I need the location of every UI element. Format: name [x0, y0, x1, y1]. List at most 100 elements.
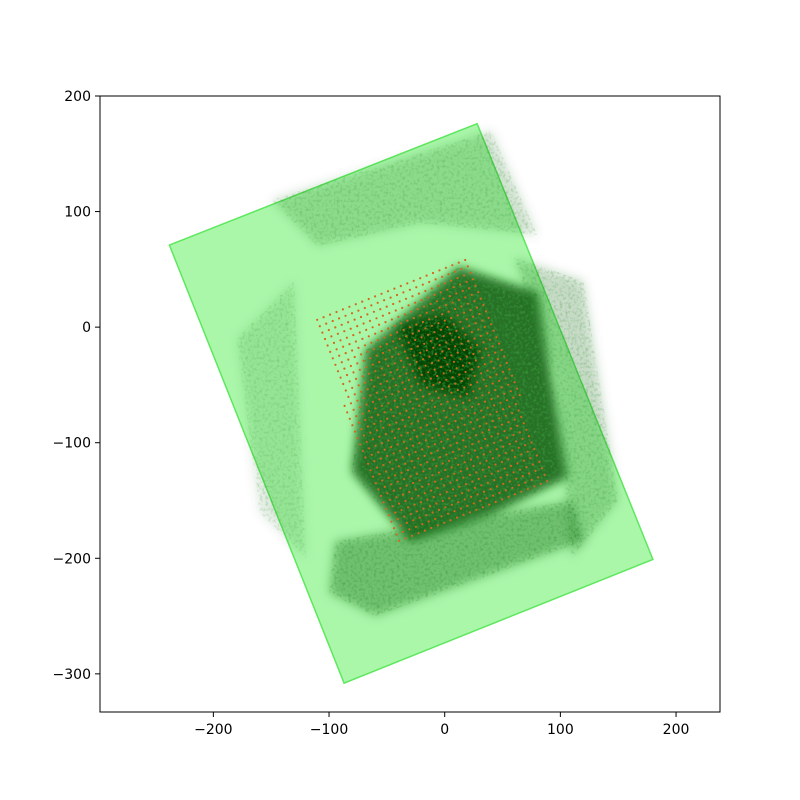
sample-point	[522, 459, 526, 462]
sample-point	[409, 400, 412, 403]
sample-point	[455, 441, 458, 444]
sample-point	[501, 370, 505, 373]
sample-point	[472, 502, 475, 505]
sample-point	[447, 347, 450, 350]
sample-point	[433, 293, 436, 296]
sample-point	[453, 270, 456, 273]
sample-point	[396, 368, 399, 371]
sample-point	[402, 366, 405, 369]
sample-point	[374, 370, 377, 373]
sample-point	[410, 385, 413, 388]
sample-point	[406, 394, 409, 397]
sample-point	[459, 395, 462, 398]
sample-point	[361, 449, 364, 452]
sample-point	[413, 503, 416, 506]
sample-point	[459, 320, 462, 323]
sample-point	[384, 321, 387, 324]
sample-point	[420, 448, 424, 451]
sample-point	[467, 414, 470, 417]
sample-point	[515, 440, 518, 443]
sample-point	[463, 386, 466, 389]
sample-point	[417, 457, 420, 460]
sample-point	[500, 348, 503, 352]
sample-point	[411, 295, 414, 298]
sample-point	[417, 494, 420, 497]
sample-point	[485, 459, 488, 462]
sample-point	[540, 467, 544, 470]
sample-point	[444, 304, 448, 307]
sample-point	[420, 336, 423, 339]
sample-point	[469, 421, 472, 424]
sample-point	[386, 454, 389, 458]
sample-point	[461, 289, 464, 292]
sample-point	[362, 359, 365, 362]
sample-point	[401, 493, 404, 496]
sample-point	[449, 407, 452, 410]
x-tick-label: 100	[547, 722, 574, 738]
sample-point	[418, 367, 421, 370]
sample-point	[465, 392, 469, 395]
sample-point	[384, 395, 387, 398]
sample-point	[429, 302, 432, 305]
sample-point	[543, 473, 546, 476]
sample-point	[384, 470, 388, 473]
sample-point	[392, 302, 395, 306]
sample-point	[423, 305, 426, 308]
sample-point	[466, 467, 469, 470]
sample-point	[387, 439, 390, 442]
sample-point	[441, 387, 444, 390]
sample-point	[466, 504, 469, 507]
sample-point	[343, 330, 346, 333]
sample-point	[506, 473, 509, 476]
sample-point	[485, 385, 488, 388]
sample-point	[468, 324, 471, 327]
sample-point	[378, 323, 381, 326]
sample-point	[417, 532, 420, 535]
sample-point	[481, 506, 484, 509]
sample-point	[391, 393, 394, 396]
sample-point	[427, 520, 430, 523]
sample-point	[481, 394, 484, 397]
sample-point	[521, 437, 524, 440]
sample-point	[446, 325, 449, 329]
sample-point	[507, 383, 510, 386]
sample-point	[446, 512, 450, 515]
sample-point	[347, 358, 350, 361]
sample-point	[386, 417, 389, 420]
sample-point	[437, 471, 440, 474]
sample-point	[470, 368, 474, 371]
sample-point	[426, 423, 429, 427]
sample-point	[433, 405, 436, 408]
sample-point	[487, 391, 490, 394]
sample-point	[468, 436, 471, 439]
sample-point	[370, 304, 373, 307]
sample-point	[476, 343, 479, 347]
sample-point	[475, 306, 479, 309]
sample-point	[404, 387, 407, 391]
sample-point	[477, 328, 480, 331]
sample-point	[383, 485, 386, 488]
sample-point	[402, 291, 405, 294]
sample-point	[387, 364, 390, 367]
sample-point	[325, 322, 328, 325]
sample-point	[509, 427, 512, 430]
sample-point	[357, 421, 360, 424]
sample-point	[439, 328, 443, 331]
sample-point	[423, 342, 426, 345]
sample-point	[394, 309, 397, 312]
sample-point	[370, 341, 373, 344]
sample-point	[443, 521, 446, 524]
sample-point	[493, 441, 496, 444]
sample-point	[383, 299, 386, 302]
sample-point	[462, 513, 465, 517]
sample-point	[389, 408, 393, 411]
sample-point	[471, 405, 474, 408]
sample-point	[425, 349, 428, 352]
sample-point	[460, 267, 463, 271]
sample-point	[497, 470, 500, 473]
sample-point	[447, 422, 451, 425]
sample-point	[526, 487, 530, 491]
sample-point	[425, 386, 429, 389]
sample-point	[409, 438, 412, 441]
sample-point	[439, 291, 442, 294]
